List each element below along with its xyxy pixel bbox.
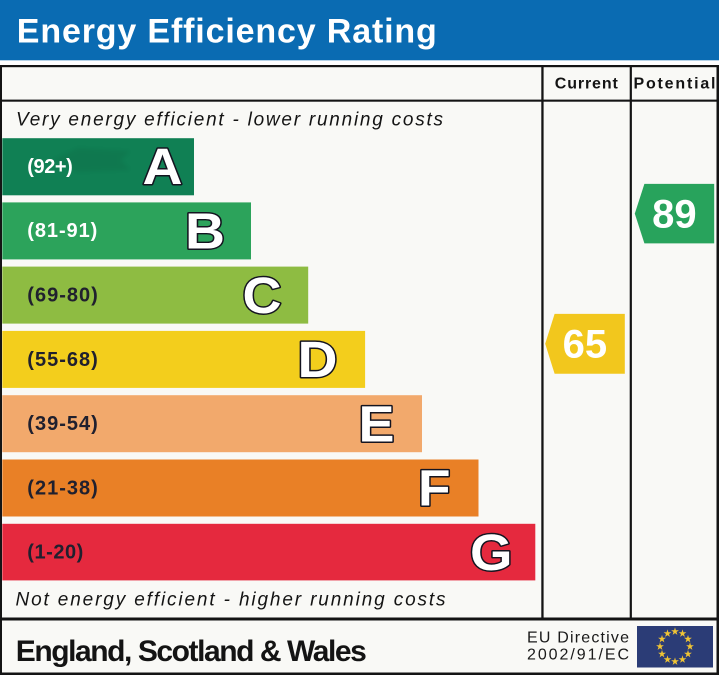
svg-text:G: G [470,524,513,581]
svg-text:(21-38): (21-38) [27,477,98,499]
svg-text:England, Scotland & Wales: England, Scotland & Wales [16,635,367,668]
svg-text:B: B [185,203,225,260]
svg-text:(81-91): (81-91) [27,220,97,242]
svg-text:Current: Current [555,76,619,93]
svg-text:Very energy efficient - lower: Very energy efficient - lower running co… [16,109,444,130]
svg-text:65: 65 [563,323,608,367]
svg-text:E: E [359,395,395,452]
svg-text:F: F [418,460,451,517]
svg-text:(39-54): (39-54) [27,413,98,435]
svg-text:A: A [143,138,183,195]
svg-text:89: 89 [652,193,697,237]
svg-text:(55-68): (55-68) [27,349,98,371]
svg-text:C: C [243,267,282,324]
svg-text:Energy Efficiency Rating: Energy Efficiency Rating [17,13,437,51]
svg-text:Potential: Potential [634,76,716,93]
svg-text:D: D [298,331,338,388]
svg-text:EU Directive: EU Directive [527,630,629,647]
svg-text:2002/91/EC: 2002/91/EC [527,646,629,663]
svg-text:(92+): (92+) [27,156,73,178]
svg-text:(1-20): (1-20) [27,542,83,564]
svg-text:(69-80): (69-80) [27,285,98,307]
